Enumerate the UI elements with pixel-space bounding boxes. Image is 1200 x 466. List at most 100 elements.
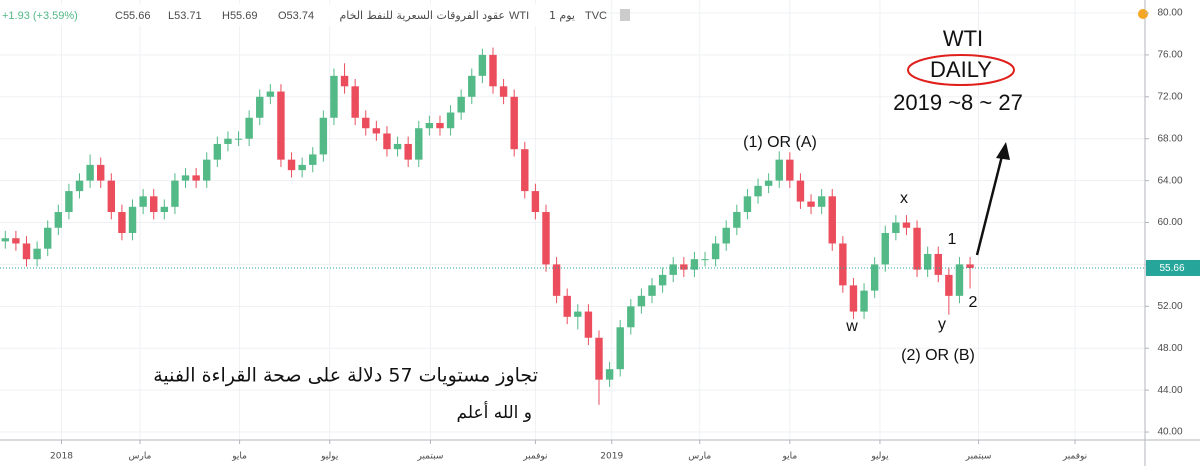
candle-body (22, 243, 31, 260)
wave-label: y (938, 316, 946, 333)
candle-body (425, 122, 434, 129)
candle-body (1, 238, 10, 242)
candle-body (839, 243, 847, 286)
open-label: O53.74 (278, 10, 314, 22)
annotation-timeframe: DAILY (930, 57, 992, 82)
candle-body (33, 248, 41, 260)
y-tick-label: 80.00 (1157, 8, 1182, 19)
candle-body (181, 175, 190, 181)
candle-body (711, 243, 720, 260)
candle-body (266, 91, 275, 97)
candle-body (489, 54, 497, 87)
candle-body (786, 159, 794, 181)
candle-body (287, 159, 296, 171)
y-tick-label: 40.00 (1157, 427, 1182, 438)
x-tick-label: مارس (128, 452, 151, 462)
y-tick-label: 60.00 (1157, 217, 1182, 228)
interval: يوم 1 (549, 9, 575, 22)
candle-body (171, 180, 179, 207)
candle-body (966, 264, 974, 268)
candle-body (372, 128, 381, 134)
annotation-date: 2019 ~8 ~ 27 (893, 90, 1023, 115)
candle-body (902, 222, 911, 228)
wave-label: 1 (948, 231, 957, 248)
candles (1, 47, 974, 405)
candle-body (150, 196, 158, 213)
candle-body (383, 133, 391, 150)
candle-body (637, 295, 646, 307)
candle-body (945, 274, 953, 296)
wave-label: x (900, 190, 908, 207)
candle-body (923, 253, 932, 270)
candle-body (510, 96, 518, 150)
x-tick-label: نوفمبر (1062, 452, 1087, 462)
x-tick-label: سبتمبر (965, 452, 992, 462)
y-tick-label: 44.00 (1157, 385, 1182, 396)
candle-body (362, 117, 370, 129)
last-price-tag (1146, 259, 1200, 276)
candle-body (340, 75, 349, 87)
candle-body (870, 264, 879, 291)
candle-body (499, 86, 508, 97)
candle-body (107, 180, 116, 213)
x-tick-label: سبتمبر (417, 452, 444, 462)
comment: تجاوز مستويات 57 دلالة على صحة القراءة ا… (153, 365, 538, 387)
candle-body (690, 259, 699, 270)
candle-body (616, 327, 624, 370)
candle-body (680, 264, 688, 270)
candle-body (605, 369, 614, 380)
highlight-ellipse (907, 54, 1015, 86)
candle-body (658, 274, 667, 286)
candle-body (764, 180, 773, 186)
candle-body (54, 212, 63, 228)
candle-body (224, 138, 232, 144)
candle-body (817, 196, 826, 207)
annotation-title: WTI (943, 26, 983, 51)
source: TVC (585, 10, 607, 22)
candle-body (43, 227, 52, 249)
candle-body (319, 117, 328, 155)
wave-label: (2) OR (B) (901, 347, 975, 364)
candle-body (563, 295, 571, 317)
x-tick-label: 2019 (600, 452, 623, 462)
candle-body (139, 196, 147, 207)
candle-body (701, 259, 709, 261)
candle-body (203, 159, 211, 181)
header-bg (0, 4, 600, 26)
y-tick-label: 48.00 (1157, 343, 1182, 354)
candle-body (807, 201, 815, 207)
y-tick-label: 52.00 (1157, 301, 1182, 312)
candle-body (330, 75, 338, 118)
candle-body (351, 86, 359, 118)
candle-body (457, 96, 465, 113)
candle-body (595, 337, 603, 380)
x-tick-label: يوليو (870, 452, 889, 462)
candle-body (128, 206, 137, 233)
candle-body (12, 238, 20, 244)
candle-body (521, 149, 529, 192)
y-tick-label: 64.00 (1157, 175, 1182, 186)
candle-body (446, 112, 455, 129)
icon[interactable] (620, 9, 630, 21)
x-tick-label: 2018 (50, 452, 73, 462)
candle-body (309, 154, 317, 165)
high-label: H55.69 (222, 10, 257, 22)
candle-body (468, 75, 476, 97)
candle-body (86, 164, 94, 181)
candle-body (722, 227, 730, 244)
candle-body (97, 164, 105, 181)
close-label: C55.66 (115, 10, 150, 22)
alert-icon[interactable] (1138, 9, 1148, 19)
candle-body (298, 164, 306, 171)
candle-body (234, 138, 243, 140)
x-tick-label: مارس (688, 452, 711, 462)
arrow-head (996, 142, 1010, 160)
last-price-label: 55.66 (1159, 263, 1184, 274)
candle-body (627, 306, 635, 328)
candle-body (213, 143, 222, 160)
candle-body (828, 196, 836, 244)
candle-body (415, 128, 423, 160)
